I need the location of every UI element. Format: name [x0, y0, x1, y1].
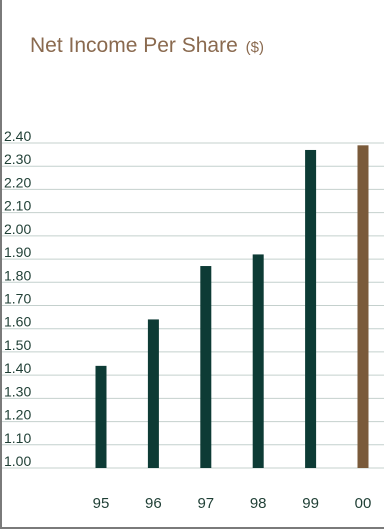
bar-95	[95, 365, 107, 468]
x-tick-label: 96	[145, 495, 162, 512]
bar-96	[147, 319, 159, 468]
y-tick-label: 1.50	[4, 337, 31, 353]
y-tick-label: 2.00	[4, 221, 31, 237]
y-tick-label: 2.30	[4, 151, 31, 167]
bar-99	[305, 149, 317, 468]
y-tick-label: 2.20	[4, 174, 31, 190]
x-tick-label: 97	[197, 495, 214, 512]
x-axis-ticks: 95 96 97 98 99 00	[93, 495, 372, 512]
x-tick-label: 95	[93, 495, 110, 512]
bar-97	[200, 266, 212, 468]
bar-98	[252, 254, 264, 468]
y-axis-ticks: 1.00 1.10 1.20 1.30 1.40 1.50 1.60 1.70 1.80 1.90…	[4, 128, 31, 469]
chart-title: Net Income Per Share ($)	[30, 34, 264, 58]
y-tick-label: 1.00	[4, 453, 31, 469]
x-tick-label: 00	[355, 495, 372, 512]
y-tick-label: 1.40	[4, 360, 31, 376]
y-tick-label: 1.70	[4, 291, 31, 307]
y-tick-label: 1.60	[4, 314, 31, 330]
x-tick-label: 99	[302, 495, 319, 512]
chart-title-text: Net Income Per Share	[30, 34, 238, 57]
bars	[95, 145, 369, 469]
gridlines	[2, 142, 384, 469]
y-tick-label: 1.90	[4, 244, 31, 260]
y-tick-label: 2.10	[4, 198, 31, 214]
chart-title-unit: ($)	[245, 39, 264, 56]
y-tick-label: 1.80	[4, 267, 31, 283]
y-tick-label: 1.20	[4, 407, 31, 423]
y-tick-label: 1.10	[4, 430, 31, 446]
x-tick-label: 98	[250, 495, 267, 512]
bar-00	[357, 145, 369, 469]
y-tick-label: 1.30	[4, 383, 31, 399]
y-tick-label: 2.40	[4, 128, 31, 144]
